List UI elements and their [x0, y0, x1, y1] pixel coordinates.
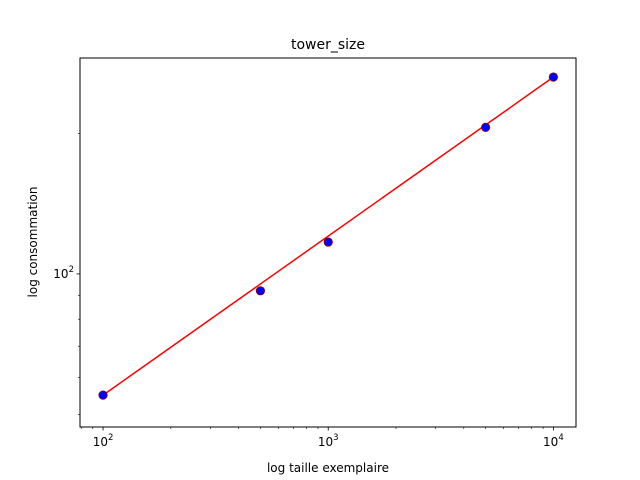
data-point [323, 237, 333, 247]
data-point [98, 390, 108, 400]
x-axis-label: log taille exemplaire [267, 461, 389, 475]
data-layer [98, 72, 559, 400]
y-axis-label: log consommation [26, 187, 40, 298]
x-tick-label: 103 [318, 433, 339, 449]
tick-layer: 102 103 104 102 [53, 133, 564, 449]
chart-title: tower_size [291, 37, 365, 53]
data-point [255, 286, 266, 296]
data-point [481, 122, 491, 132]
x-tick-label: 102 [93, 433, 114, 449]
fit-line [102, 76, 554, 396]
x-tick-label: 104 [543, 433, 564, 449]
data-point [548, 72, 559, 82]
y-tick-label: 102 [53, 265, 74, 281]
